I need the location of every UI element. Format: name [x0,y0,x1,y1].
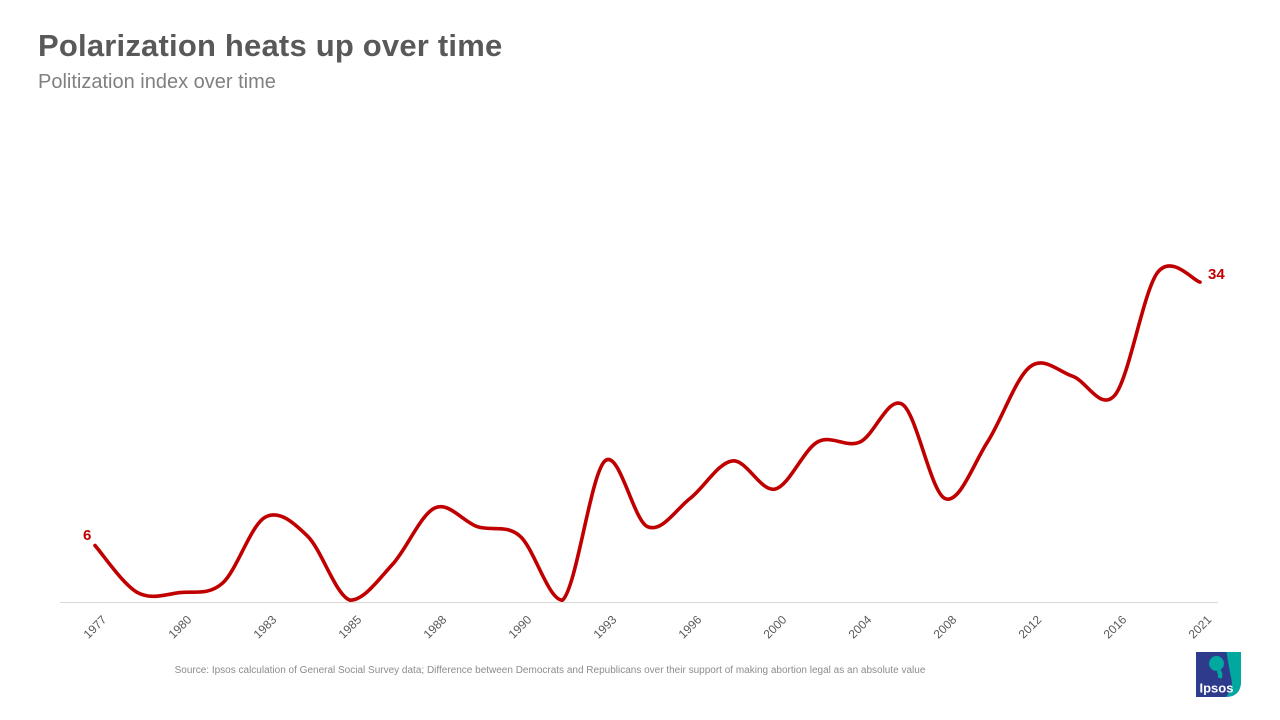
page-title: Polarization heats up over time [38,28,503,63]
last-point-label: 34 [1208,266,1225,284]
line-series [93,264,1202,602]
logo-teal-band [1225,652,1241,697]
x-axis-line [60,602,1218,603]
chart-header: Polarization heats up over time Politiza… [38,28,502,94]
logo-wordmark: Ipsos [1200,681,1234,696]
logo-face-hook-icon [1216,668,1223,679]
source-note: Source: Ipsos calculation of General Soc… [174,665,926,676]
page-subtitle: Politization index over time [38,71,276,93]
ipsos-logo: Ipsos [1196,652,1241,697]
first-point-label: 6 [83,526,92,544]
logo-face-icon [1209,656,1224,671]
